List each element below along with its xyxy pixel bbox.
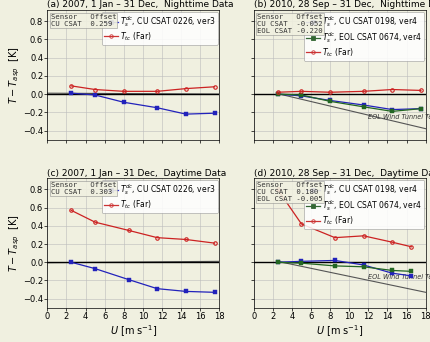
Text: EOL Wind Tunnel Test —→: EOL Wind Tunnel Test —→ <box>369 275 430 280</box>
Text: (b) 2010, 28 Sep – 31 Dec,  Nighttime Data: (b) 2010, 28 Sep – 31 Dec, Nighttime Dat… <box>254 0 430 10</box>
Y-axis label: $T - T_{asp}$  [K]: $T - T_{asp}$ [K] <box>7 46 22 104</box>
Legend: $T_s^{dc}$, CU CSAT 0198, ver4, $T_s^{dc}$, EOL CSAT 0674, ver4, $T_{tc}$ (Far): $T_s^{dc}$, CU CSAT 0198, ver4, $T_s^{dc… <box>304 180 424 229</box>
Text: Sensor   Offset
CU CSAT  0.180
EOL CSAT -0.005: Sensor Offset CU CSAT 0.180 EOL CSAT -0.… <box>257 182 323 202</box>
Text: (a) 2007, 1 Jan – 31 Dec,  Nighttime Data: (a) 2007, 1 Jan – 31 Dec, Nighttime Data <box>47 0 234 10</box>
Text: Sensor   Offset
CU CSAT  0.303: Sensor Offset CU CSAT 0.303 <box>51 182 117 195</box>
Legend: $T_s^{dc}$, CU CSAT 0226, ver3, $T_{tc}$ (Far): $T_s^{dc}$, CU CSAT 0226, ver3, $T_{tc}$… <box>102 180 218 213</box>
Legend: $T_s^{dc}$, CU CSAT 0226, ver3, $T_{tc}$ (Far): $T_s^{dc}$, CU CSAT 0226, ver3, $T_{tc}$… <box>102 12 218 45</box>
Text: (c) 2007, 1 Jan – 31 Dec,  Daytime Data: (c) 2007, 1 Jan – 31 Dec, Daytime Data <box>47 169 227 177</box>
Legend: $T_s^{dc}$, CU CSAT 0198, ver4, $T_s^{dc}$, EOL CSAT 0674, ver4, $T_{tc}$ (Far): $T_s^{dc}$, CU CSAT 0198, ver4, $T_s^{dc… <box>304 12 424 61</box>
Text: Sensor   Offset
CU CSAT  -0.052
EOL CSAT -0.220: Sensor Offset CU CSAT -0.052 EOL CSAT -0… <box>257 14 323 34</box>
Text: (d) 2010, 28 Sep – 31 Dec,  Daytime Data: (d) 2010, 28 Sep – 31 Dec, Daytime Data <box>254 169 430 177</box>
X-axis label: $U$ [m s$^{-1}$]: $U$ [m s$^{-1}$] <box>316 324 363 339</box>
Y-axis label: $T - T_{asp}$  [K]: $T - T_{asp}$ [K] <box>7 214 22 272</box>
X-axis label: $U$ [m s$^{-1}$]: $U$ [m s$^{-1}$] <box>110 324 157 339</box>
Text: Sensor   Offset
CU CSAT  0.259: Sensor Offset CU CSAT 0.259 <box>51 14 117 27</box>
Text: EOL Wind Tunnel Test —→: EOL Wind Tunnel Test —→ <box>369 114 430 120</box>
